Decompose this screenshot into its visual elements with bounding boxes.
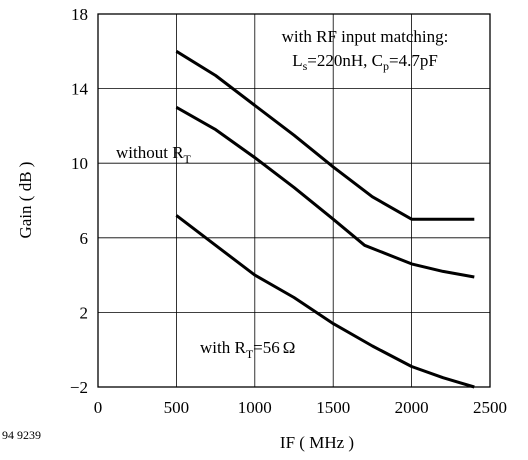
series-line-2	[175, 214, 475, 389]
x-tick-label-1: 500	[164, 398, 190, 417]
y-tick-label-1: 2	[80, 303, 89, 322]
x-tick-labels: 0 500 1000 1500 2000 2500	[94, 398, 507, 417]
grid-lines	[98, 14, 490, 387]
x-axis-label: IF ( MHz )	[280, 433, 354, 452]
figure-id: 94 9239	[2, 428, 41, 442]
annotation-rf-matching-title: with RF input matching:	[282, 27, 449, 46]
y-tick-label-0: −2	[70, 378, 88, 397]
y-tick-label-2: 6	[80, 229, 89, 248]
y-axis-label: Gain ( dB )	[16, 162, 35, 239]
y-tick-labels: −2 2 6 10 14 18	[70, 5, 89, 397]
x-tick-label-0: 0	[94, 398, 103, 417]
y-tick-label-3: 10	[71, 154, 88, 173]
series-line-0	[175, 50, 475, 221]
x-tick-label-2: 1000	[238, 398, 272, 417]
x-tick-label-4: 2000	[395, 398, 429, 417]
series-line-1	[175, 105, 475, 279]
annotation-without-rt: without RT	[116, 143, 192, 166]
series-lines	[175, 50, 475, 389]
y-tick-label-5: 18	[71, 5, 88, 24]
x-tick-label-3: 1500	[316, 398, 350, 417]
plot-frame	[97, 13, 491, 388]
x-tick-label-5: 2500	[473, 398, 507, 417]
annotation-rf-matching-values: Ls=220nH, Cp=4.7pF	[292, 51, 438, 73]
y-tick-label-4: 14	[71, 80, 89, 99]
annotation-with-rt-56: with RT=56 Ω	[200, 338, 295, 361]
